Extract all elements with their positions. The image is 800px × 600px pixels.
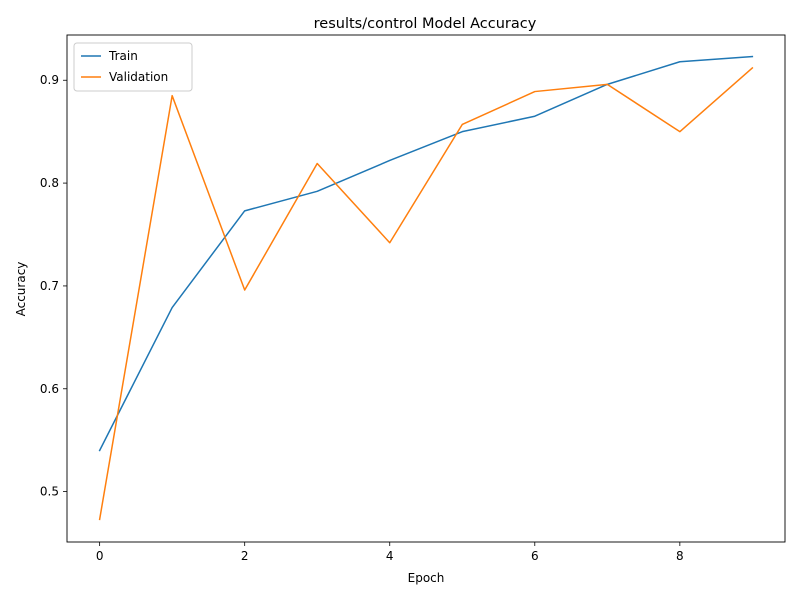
y-axis-ticks: 0.5 0.6 0.7 0.8 0.9 <box>40 73 67 499</box>
x-tick-label: 6 <box>531 549 539 563</box>
x-axis-title: Epoch <box>408 571 445 585</box>
y-tick-label: 0.9 <box>40 73 59 87</box>
series-line-train <box>98 55 754 452</box>
plot-area <box>66 34 786 543</box>
series-line-validation <box>98 66 754 521</box>
y-tick-label: 0.8 <box>40 176 59 190</box>
x-tick-label: 4 <box>386 549 394 563</box>
y-tick-label: 0.6 <box>40 382 59 396</box>
y-tick-label: 0.5 <box>40 485 59 499</box>
x-tick-label: 0 <box>96 549 104 563</box>
x-tick-label: 2 <box>241 549 249 563</box>
series-layer <box>98 55 754 521</box>
legend: Train Validation <box>73 42 193 92</box>
legend-label-validation: Validation <box>109 70 168 84</box>
chart-title: results/control Model Accuracy <box>314 16 537 32</box>
legend-label-train: Train <box>108 49 138 63</box>
x-tick-label: 8 <box>676 549 684 563</box>
y-axis-title: Accuracy <box>14 262 28 317</box>
legend-box <box>73 42 193 92</box>
x-axis-ticks: 0 2 4 6 8 <box>96 542 684 563</box>
y-tick-label: 0.7 <box>40 279 59 293</box>
